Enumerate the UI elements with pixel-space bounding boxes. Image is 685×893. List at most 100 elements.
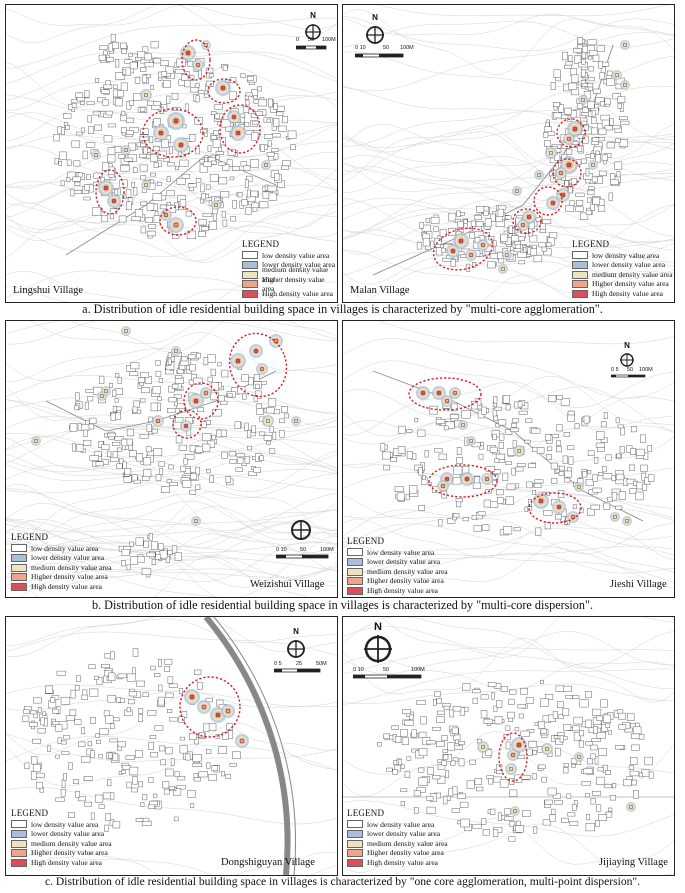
contour-line [6, 348, 337, 382]
density-hotspot [152, 415, 164, 427]
contour-line [6, 111, 337, 157]
road [65, 154, 277, 256]
contour-line [343, 338, 674, 399]
scale-bar: 0 10 50 100M [355, 45, 415, 59]
legend-label: medium density value area [31, 562, 112, 572]
density-hotspot [171, 346, 181, 356]
legend-swatch [242, 280, 258, 289]
density-hotspot [511, 737, 527, 753]
contour-line [6, 156, 337, 204]
density-hotspot [201, 40, 211, 50]
density-hotspot [545, 147, 557, 159]
contour-line [6, 62, 337, 121]
core-cluster-outline [228, 332, 288, 398]
legend-label: High density value area [31, 581, 103, 591]
building-footprints [98, 33, 159, 76]
map-panel-lingshui: N 0 50 100M LEGEND low density value area… [5, 4, 338, 303]
map-panel-weizishui: 0 10 50 100M LEGEND low density value are… [5, 320, 338, 598]
contour-line [6, 399, 337, 430]
density-hotspot [620, 40, 630, 50]
map-legend: LEGEND low density value area lower densit… [347, 808, 448, 868]
map-legend: LEGEND low density value area lower densit… [347, 536, 448, 596]
legend-label: High density value area [592, 288, 664, 298]
density-hotspot [107, 194, 121, 208]
legend-swatch [572, 260, 588, 269]
building-footprints [416, 205, 558, 272]
density-hotspot [200, 387, 212, 399]
contour-line [343, 631, 674, 675]
density-hotspot [449, 387, 461, 399]
legend-label: medium density value area [262, 264, 329, 284]
contour-line [343, 230, 674, 249]
density-hotspot [498, 264, 508, 274]
legend-swatch [11, 849, 27, 858]
legend-label: low density value area [31, 819, 99, 829]
density-hotspot [517, 219, 529, 231]
density-hotspot [121, 326, 131, 336]
contour-line [376, 5, 668, 17]
contour-line [343, 509, 674, 554]
contour-line [6, 541, 337, 578]
contour-line [343, 20, 674, 48]
contour-line [6, 51, 337, 101]
density-hotspot [160, 209, 172, 221]
legend-item: low density value area [11, 544, 112, 554]
contour-line [6, 563, 216, 597]
legend-swatch [11, 820, 27, 829]
density-hotspot [211, 200, 221, 210]
legend-swatch [242, 270, 258, 279]
density-hotspot [541, 743, 553, 755]
legend-item: Higher density value area [347, 576, 448, 586]
legend-item: lower density value area [572, 260, 673, 270]
legend-swatch [11, 553, 27, 562]
legend-item: low density value area [572, 251, 673, 261]
caption-b: b. Distribution of idle residential buil… [91, 598, 594, 612]
contour-line [6, 735, 337, 771]
contour-line [6, 554, 337, 588]
legend-item: lower density value area [11, 553, 112, 563]
core-cluster-outline [142, 108, 204, 158]
density-hotspot [153, 125, 169, 141]
contour-line [343, 198, 674, 258]
legend-title: LEGEND [347, 808, 385, 818]
density-hotspot [215, 80, 231, 96]
contour-line [6, 211, 337, 263]
legend-item: High density value area [347, 586, 448, 596]
contour-line [6, 509, 337, 533]
contour-line [6, 321, 337, 345]
contour-line [343, 617, 674, 669]
contour-line [6, 426, 337, 473]
legend-label: low density value area [592, 250, 660, 260]
legend-item: High density value area [572, 289, 673, 299]
map-panel-jijiaying: N 0 10 50 100M LEGEND low density value a… [342, 616, 675, 876]
legend-item: medium density value area [11, 563, 112, 573]
village-name: Jijiaying Village [599, 857, 668, 868]
legend-swatch [11, 582, 27, 591]
contour-line [6, 548, 337, 582]
density-hotspot [512, 186, 522, 196]
north-arrow-icon [290, 519, 312, 543]
density-hotspot [563, 133, 575, 145]
legend-item: low density value area [347, 820, 448, 830]
legend-swatch [11, 829, 27, 838]
contour-line [343, 510, 674, 543]
density-hotspot [612, 70, 622, 80]
legend-item: medium density value area [347, 839, 448, 849]
contour-line [6, 332, 337, 382]
map-panel-malan: N 0 10 50 100M LEGEND low density value a… [342, 4, 675, 303]
contour-line [343, 154, 674, 201]
legend-label: Higher density value area [31, 572, 108, 582]
density-hotspot [192, 59, 204, 71]
core-cluster-outline [428, 464, 498, 498]
legend-item: low density value area [347, 548, 448, 558]
density-hotspot [269, 334, 283, 348]
legend-label: Higher density value area [367, 848, 444, 858]
density-hotspot [446, 244, 460, 258]
contour-line [19, 851, 337, 875]
core-cluster-outline [159, 206, 197, 236]
density-hotspot [197, 700, 211, 714]
contour-line [6, 17, 337, 70]
density-hotspot [191, 516, 201, 526]
contour-line [343, 554, 674, 583]
building-footprints [118, 533, 182, 578]
